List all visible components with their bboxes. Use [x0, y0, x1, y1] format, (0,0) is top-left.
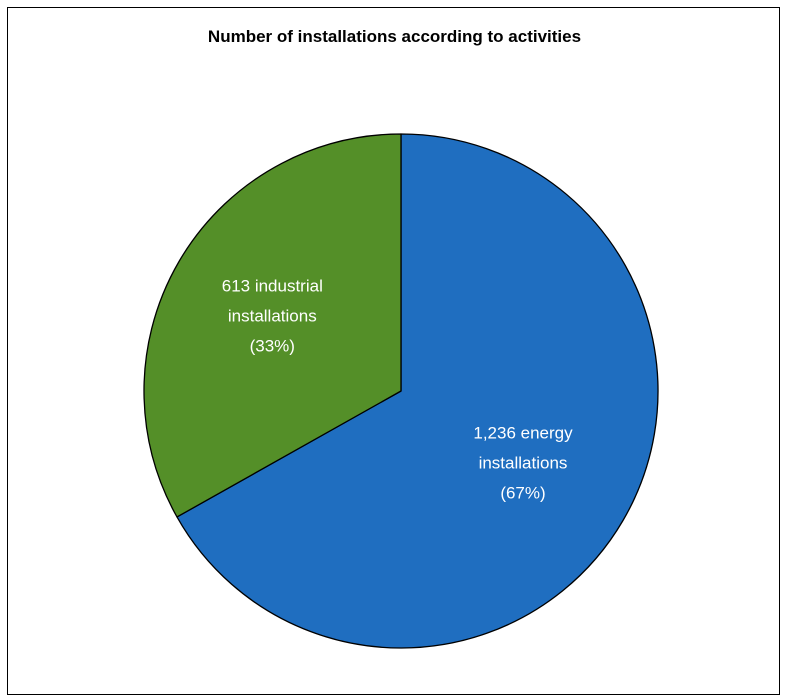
pie-slices [143, 133, 659, 649]
pie-slice-1 [143, 133, 402, 518]
chart-title: Number of installations according to act… [207, 27, 582, 46]
slice-label-0-line-1: installations [479, 453, 568, 472]
slice-label-0-line-2: (67%) [500, 483, 545, 502]
slice-label-0-line-0: 1,236 energy [473, 423, 573, 442]
slice-label-1-line-2: (33%) [250, 337, 295, 356]
pie-labels: 1,236 energy installations (67%) 613 indust… [222, 277, 573, 503]
pie-slice-0 [176, 133, 659, 649]
slice-label-1-line-1: installations [228, 307, 317, 326]
slice-label-1-line-0: 613 industrial [222, 277, 323, 296]
